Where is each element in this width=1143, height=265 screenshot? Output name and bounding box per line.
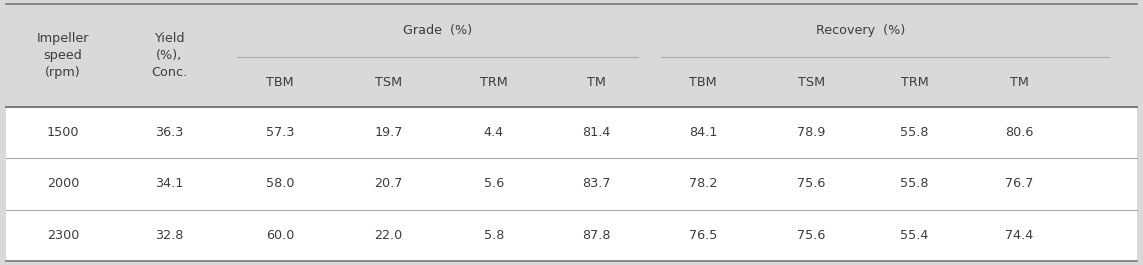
- Text: TRM: TRM: [480, 76, 507, 89]
- Text: 87.8: 87.8: [583, 229, 610, 242]
- Text: TSM: TSM: [798, 76, 825, 89]
- Text: 84.1: 84.1: [689, 126, 717, 139]
- Text: 75.6: 75.6: [798, 177, 825, 191]
- Text: 76.7: 76.7: [1006, 177, 1033, 191]
- Text: 58.0: 58.0: [266, 177, 294, 191]
- Text: Yield
(%),
Conc.: Yield (%), Conc.: [151, 32, 187, 79]
- Text: Impeller
speed
(rpm): Impeller speed (rpm): [37, 32, 89, 79]
- Text: 78.2: 78.2: [689, 177, 717, 191]
- Text: 76.5: 76.5: [689, 229, 717, 242]
- Bar: [6, 4, 1137, 107]
- Text: TM: TM: [588, 76, 606, 89]
- Text: TBM: TBM: [266, 76, 294, 89]
- Text: TM: TM: [1010, 76, 1029, 89]
- Text: 78.9: 78.9: [798, 126, 825, 139]
- Text: 74.4: 74.4: [1006, 229, 1033, 242]
- Text: 32.8: 32.8: [155, 229, 183, 242]
- Text: 20.7: 20.7: [375, 177, 402, 191]
- Text: 5.8: 5.8: [483, 229, 504, 242]
- Text: 1500: 1500: [47, 126, 79, 139]
- Text: TRM: TRM: [901, 76, 928, 89]
- Text: 75.6: 75.6: [798, 229, 825, 242]
- Text: 83.7: 83.7: [583, 177, 610, 191]
- Text: 55.4: 55.4: [901, 229, 928, 242]
- Text: TBM: TBM: [689, 76, 717, 89]
- Text: Grade  (%): Grade (%): [403, 24, 472, 37]
- Text: 57.3: 57.3: [266, 126, 294, 139]
- Text: 55.8: 55.8: [901, 177, 928, 191]
- Text: 34.1: 34.1: [155, 177, 183, 191]
- Text: 60.0: 60.0: [266, 229, 294, 242]
- Text: 5.6: 5.6: [483, 177, 504, 191]
- Text: 2300: 2300: [47, 229, 79, 242]
- Text: 19.7: 19.7: [375, 126, 402, 139]
- Text: 80.6: 80.6: [1006, 126, 1033, 139]
- Text: 4.4: 4.4: [483, 126, 504, 139]
- Text: TSM: TSM: [375, 76, 402, 89]
- Text: Recovery  (%): Recovery (%): [816, 24, 905, 37]
- Text: 22.0: 22.0: [375, 229, 402, 242]
- Text: 55.8: 55.8: [901, 126, 928, 139]
- Text: 81.4: 81.4: [583, 126, 610, 139]
- Text: 2000: 2000: [47, 177, 79, 191]
- Text: 36.3: 36.3: [155, 126, 183, 139]
- Bar: [6, 107, 1137, 261]
